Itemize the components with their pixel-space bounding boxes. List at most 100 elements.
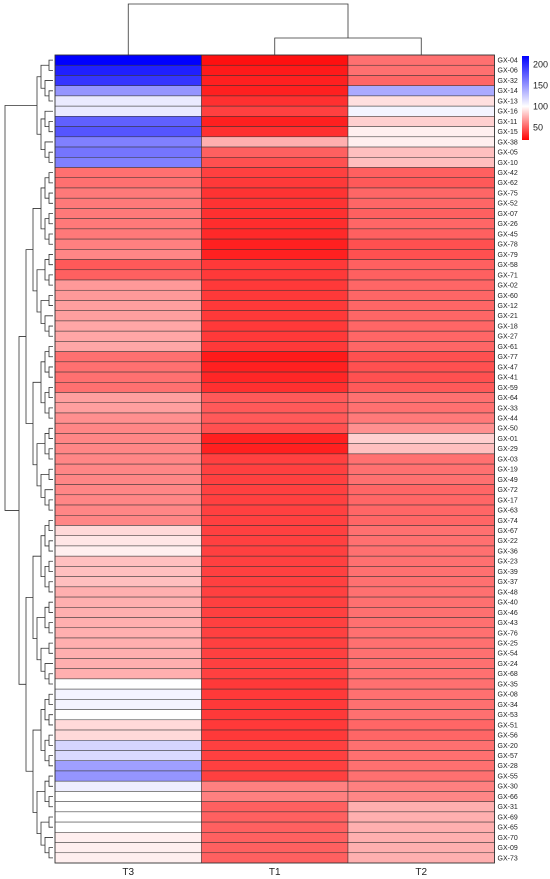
row-dendrogram — [4, 59, 53, 859]
dendrogram-branch — [48, 601, 53, 613]
heatmap-cell — [54, 658, 202, 669]
heatmap-cell — [54, 310, 202, 322]
heatmap-cell — [54, 832, 202, 843]
heatmap-cell — [54, 85, 202, 97]
dendrogram-branch — [48, 775, 53, 787]
row-label: GX-42 — [498, 170, 518, 177]
heatmap-cell — [201, 668, 349, 680]
row-label: GX-52 — [498, 201, 518, 208]
heatmap-cell — [347, 678, 495, 690]
heatmap-cell — [347, 740, 495, 751]
heatmap-cell — [347, 525, 495, 536]
dendrogram-branch — [48, 448, 53, 460]
dendrogram-branch — [44, 392, 49, 414]
heatmap-cell — [54, 300, 202, 311]
heatmap-cell — [201, 801, 349, 813]
heatmap-cell — [201, 341, 349, 352]
row-label: GX-71 — [498, 272, 518, 279]
row-label: GX-45 — [498, 231, 518, 238]
row-label: GX-46 — [498, 610, 518, 617]
heatmap-cell — [54, 187, 202, 199]
heatmap-cell — [347, 422, 495, 434]
heatmap-cell — [201, 780, 349, 792]
heatmap-cell — [54, 729, 202, 741]
heatmap-cell — [347, 821, 495, 833]
dendrogram-branch — [48, 734, 53, 746]
row-label: GX-72 — [498, 487, 518, 494]
heatmap-cell — [201, 300, 349, 311]
row-label: GX-48 — [498, 589, 518, 596]
dendrogram-branch — [40, 187, 45, 230]
heatmap-cell — [201, 218, 349, 230]
dendrogram-branch — [44, 565, 49, 588]
row-label: GX-57 — [498, 753, 518, 760]
row-label: GX-25 — [498, 641, 518, 648]
heatmap-cell — [347, 504, 495, 516]
heatmap-cell — [201, 351, 349, 363]
heatmap-cell — [54, 218, 202, 230]
heatmap-cell — [201, 443, 349, 455]
row-label: GX-43 — [498, 620, 518, 627]
heatmap-cell — [201, 729, 349, 741]
heatmap-cell — [54, 453, 202, 465]
row-label: GX-24 — [498, 661, 518, 668]
heatmap-cell — [201, 555, 349, 567]
heatmap-cell — [201, 535, 349, 547]
dendrogram-branch — [48, 172, 53, 184]
row-label: GX-03 — [498, 456, 518, 463]
dendrogram-branch — [48, 274, 53, 286]
row-label: GX-22 — [498, 538, 518, 545]
heatmap-cell — [54, 555, 202, 567]
heatmap-cell — [347, 136, 495, 148]
heatmap-cell — [201, 576, 349, 588]
dendrogram-branch — [48, 673, 53, 685]
dendrogram-branch — [25, 596, 33, 772]
heatmap-cell — [201, 269, 349, 281]
heatmap-cell — [347, 54, 495, 66]
legend-tick-label: 150 — [533, 80, 548, 90]
heatmap-cell — [54, 545, 202, 557]
heatmap-cell — [347, 535, 495, 547]
heatmap-cell — [347, 320, 495, 332]
heatmap-cell — [54, 208, 202, 219]
heatmap-cell — [347, 116, 495, 127]
heatmap-cell — [54, 801, 202, 813]
row-label: GX-04 — [498, 58, 518, 65]
heatmap-cell — [201, 228, 349, 240]
heatmap-cell — [201, 310, 349, 322]
row-label: GX-27 — [498, 334, 518, 341]
heatmap-cell — [54, 238, 202, 250]
heatmap-cell — [347, 300, 495, 311]
heatmap-cells — [54, 54, 495, 864]
dendrogram-branch — [44, 525, 49, 547]
dendrogram-branch — [48, 121, 53, 133]
heatmap-cell — [54, 279, 202, 291]
row-label: GX-77 — [498, 354, 518, 361]
dendrogram-branch — [48, 581, 53, 593]
dendrogram-branch — [48, 294, 53, 306]
row-label: GX-74 — [498, 518, 518, 525]
row-label: GX-70 — [498, 835, 518, 842]
heatmap-cell — [54, 361, 202, 373]
heatmap-cell — [347, 218, 495, 230]
row-label: GX-68 — [498, 671, 518, 678]
heatmap-cell — [347, 75, 495, 86]
heatmap-cell — [201, 494, 349, 506]
heatmap-cell — [54, 116, 202, 127]
heatmap-cell — [54, 740, 202, 751]
heatmap-cell — [347, 832, 495, 843]
row-label: GX-75 — [498, 190, 518, 197]
heatmap-cell — [347, 811, 495, 823]
dendrogram-branch — [44, 177, 49, 199]
heatmap-cell — [347, 249, 495, 260]
row-label: GX-60 — [498, 293, 518, 300]
dendrogram-branch — [44, 698, 49, 721]
heatmap-cell — [347, 351, 495, 363]
heatmap-cell — [201, 197, 349, 209]
heatmap-cell — [347, 607, 495, 618]
row-label: GX-56 — [498, 733, 518, 740]
heatmap-cell — [54, 647, 202, 659]
row-label: GX-49 — [498, 477, 518, 484]
heatmap-cell — [201, 627, 349, 639]
